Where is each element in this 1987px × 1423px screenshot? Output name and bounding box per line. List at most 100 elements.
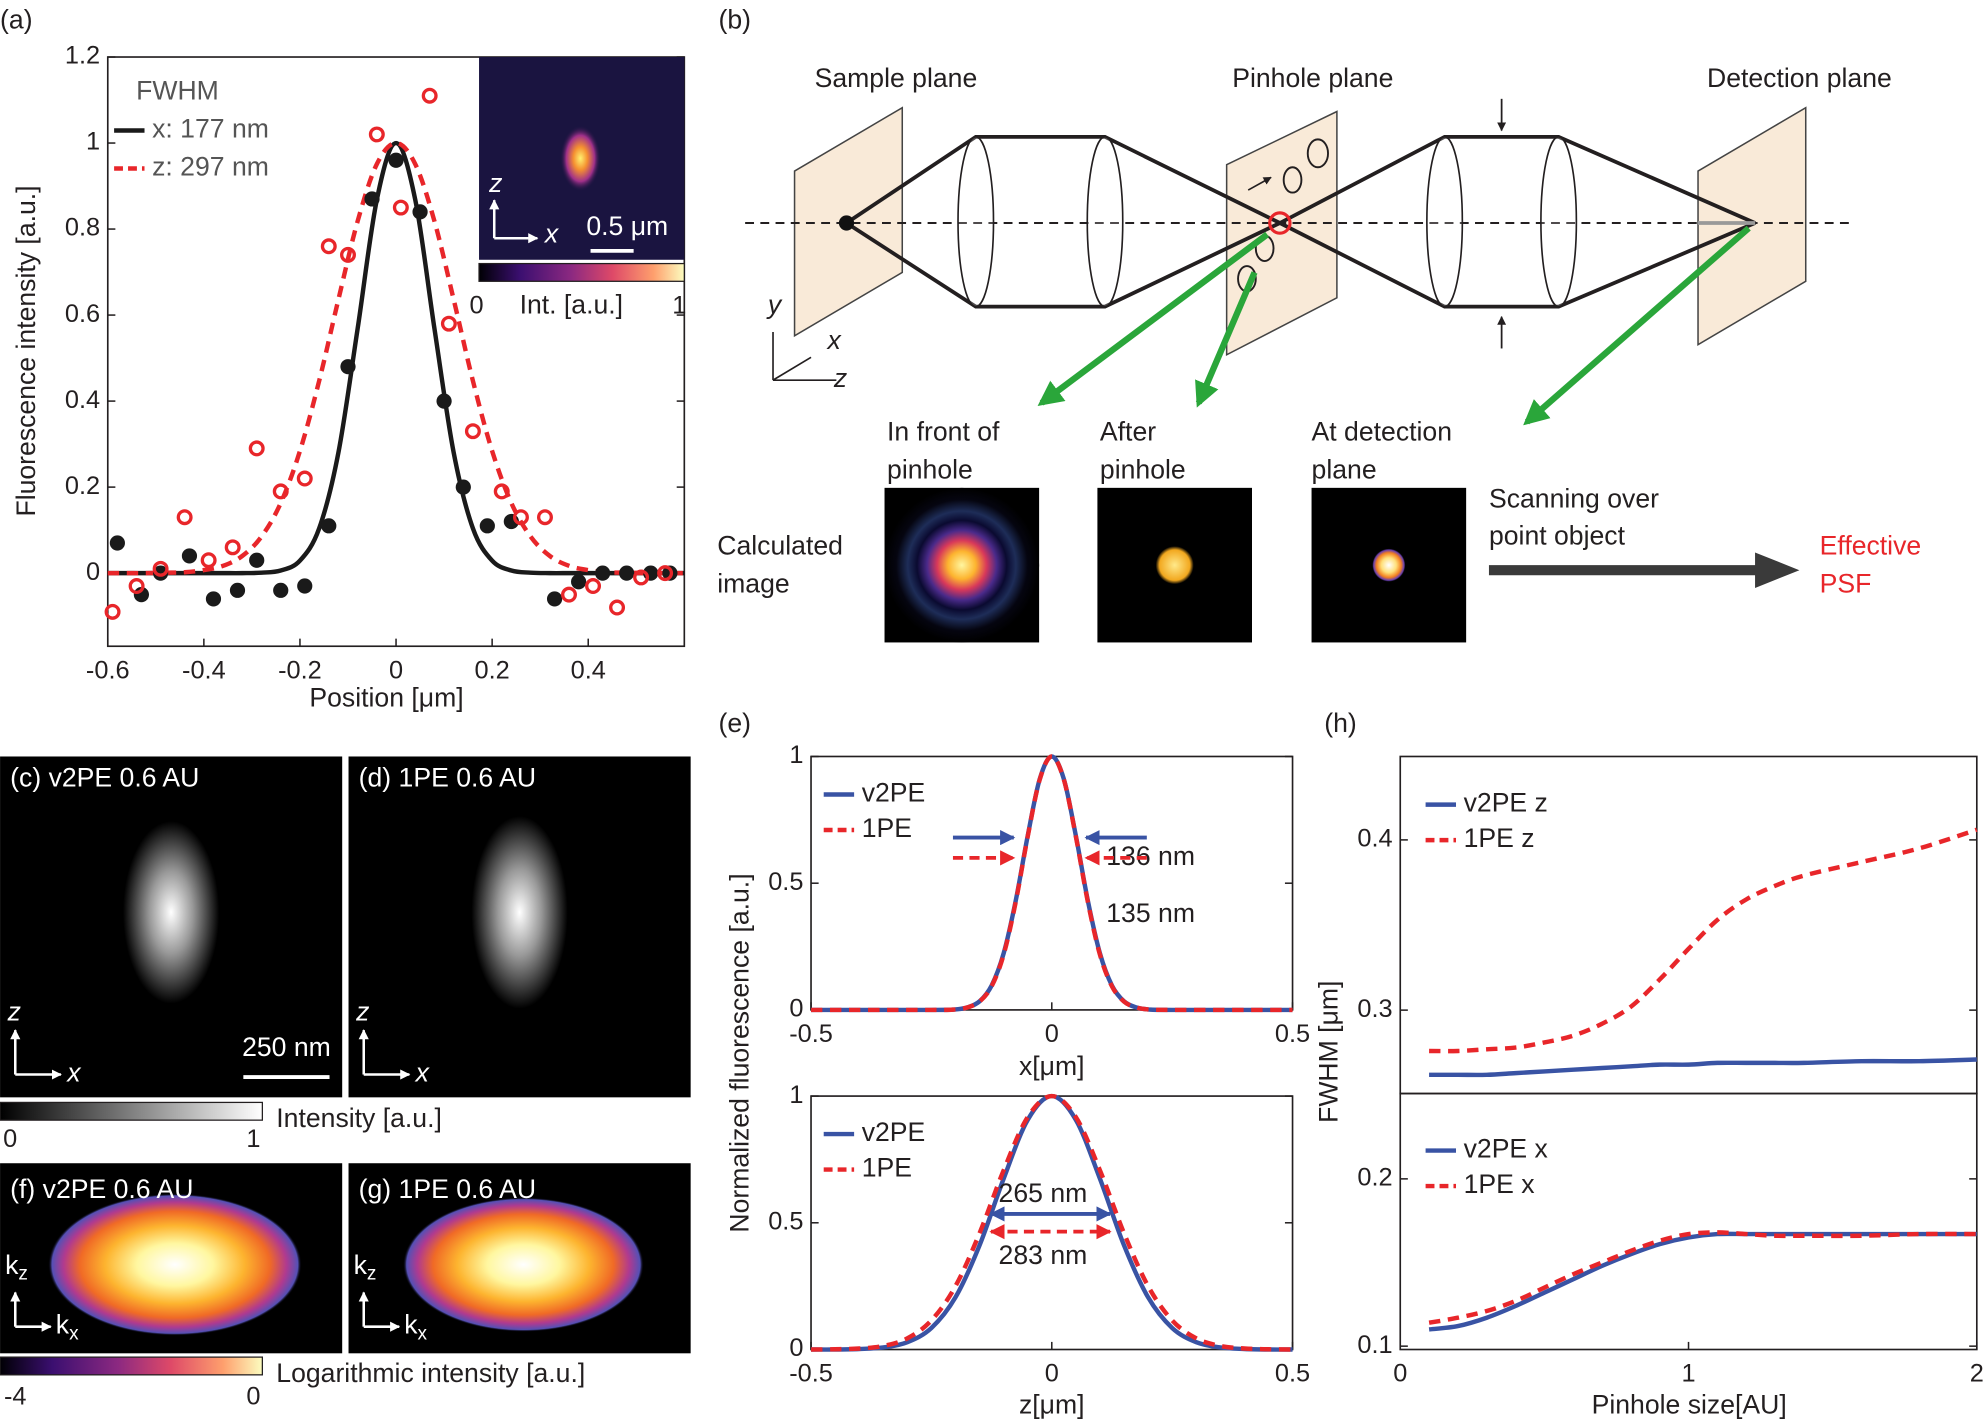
x-tick-label: 1 bbox=[1681, 1360, 1695, 1388]
y-tick-label: 0 bbox=[789, 1334, 803, 1362]
colorbar-tick: 1 bbox=[672, 291, 686, 319]
stage-label: pinhole bbox=[1100, 454, 1186, 484]
x-tick-label: -0.5 bbox=[789, 1020, 833, 1048]
legend-label: 1PE bbox=[862, 813, 912, 843]
big-arrow bbox=[1488, 552, 1800, 588]
stage-label: pinhole bbox=[887, 454, 973, 484]
y-tick-label: 1.2 bbox=[65, 42, 100, 70]
y-tick-label: 0 bbox=[789, 995, 803, 1023]
green-arrows bbox=[1037, 225, 1751, 426]
x-tick-label: 0.2 bbox=[475, 656, 510, 684]
data-point bbox=[657, 565, 674, 582]
plane-label: Pinhole plane bbox=[1232, 63, 1393, 93]
coordinate-axes bbox=[772, 331, 837, 381]
colorbar-tick: 0 bbox=[3, 1125, 17, 1153]
data-point bbox=[104, 603, 121, 620]
annotation: 283 nm bbox=[999, 1240, 1088, 1270]
colorbar-label: Logarithmic intensity [a.u.] bbox=[276, 1358, 585, 1388]
y-tick-label: 0.5 bbox=[768, 868, 803, 896]
y-tick-label: 1 bbox=[86, 128, 100, 156]
data-point bbox=[229, 582, 246, 598]
line-series bbox=[1429, 827, 1978, 1054]
y-axis-label: Normalized fluorescence [a.u.] bbox=[724, 873, 754, 1232]
data-point bbox=[364, 191, 380, 207]
line-series bbox=[1428, 1231, 1977, 1332]
y-tick-label: 0.4 bbox=[65, 386, 100, 414]
result-label: PSF bbox=[1820, 568, 1872, 598]
panel-label: (e) bbox=[719, 708, 752, 738]
stage-label: In front of bbox=[887, 416, 1000, 446]
legend-label: 1PE bbox=[862, 1153, 912, 1183]
psf-image bbox=[122, 821, 220, 1004]
chart: 00.51-0.5 0 0.5 bbox=[768, 1081, 1310, 1388]
data-point bbox=[412, 204, 428, 220]
line-series bbox=[107, 140, 685, 576]
k-axis: kx bbox=[404, 1310, 427, 1345]
result-label: Effective bbox=[1820, 530, 1922, 560]
otf-image bbox=[48, 1193, 302, 1336]
image-title: (g) 1PE 0.6 AU bbox=[359, 1174, 536, 1204]
chart: 0.1 0.2 0 1 2 bbox=[1357, 1092, 1984, 1388]
data-point bbox=[455, 479, 471, 495]
k-axis: kx bbox=[56, 1310, 79, 1345]
legend-label: x: 177 nm bbox=[152, 114, 269, 144]
data-point bbox=[561, 586, 577, 603]
data-point bbox=[392, 199, 409, 216]
y-tick-label: 1 bbox=[789, 741, 803, 769]
data-point bbox=[421, 87, 438, 104]
scale-label: 250 nm bbox=[242, 1032, 331, 1062]
x-axis-label: x[μm] bbox=[1019, 1051, 1085, 1081]
airy-pattern bbox=[884, 487, 1040, 643]
y-tick-label: 0.3 bbox=[1357, 995, 1392, 1023]
data-point bbox=[321, 518, 337, 534]
data-point bbox=[224, 539, 241, 556]
data-point bbox=[546, 591, 563, 607]
data-point bbox=[388, 152, 404, 168]
lenses bbox=[957, 136, 1578, 308]
image-title: (d) 1PE 0.6 AU bbox=[359, 762, 536, 792]
legend-label: v2PE z bbox=[1464, 788, 1548, 818]
data-point bbox=[248, 440, 265, 457]
annotation: 135 nm bbox=[1106, 898, 1195, 928]
image-title: (c) v2PE 0.6 AU bbox=[10, 762, 199, 792]
row-label: image bbox=[717, 568, 789, 598]
y-tick-label: 0.6 bbox=[65, 300, 100, 328]
colorbar-tick: -4 bbox=[4, 1382, 27, 1410]
legend-label: v2PE x bbox=[1464, 1134, 1549, 1164]
y-tick-label: 0.1 bbox=[1357, 1331, 1392, 1359]
data-point bbox=[440, 315, 457, 332]
chart: 0.3 0.4 bbox=[1357, 755, 1978, 1095]
psf-image bbox=[471, 816, 568, 1009]
colorbar-tick: 1 bbox=[246, 1125, 260, 1153]
x-tick-label: -0.5 bbox=[789, 1360, 833, 1388]
annotation: 136 nm bbox=[1106, 841, 1195, 871]
data-point bbox=[176, 509, 193, 526]
axis-letter: z bbox=[355, 997, 369, 1027]
x-tick-label: 0 bbox=[1393, 1360, 1407, 1388]
axis-letter: x bbox=[414, 1058, 431, 1088]
line-series bbox=[1428, 1230, 1977, 1325]
colorbar-tick: 0 bbox=[246, 1382, 260, 1410]
plane-label: Detection plane bbox=[1707, 63, 1892, 93]
x-tick-label: 0.4 bbox=[571, 656, 606, 684]
data-point bbox=[205, 591, 222, 607]
optical-diagram: (b) Sample plane Pinhole plane Detection… bbox=[717, 5, 1921, 643]
data-point bbox=[320, 238, 337, 255]
stage-label: After bbox=[1100, 416, 1156, 446]
legend-label: 1PE z bbox=[1464, 823, 1535, 853]
data-point bbox=[152, 560, 169, 577]
data-point bbox=[297, 578, 313, 594]
data-point bbox=[128, 578, 145, 595]
x-tick-label: 0.5 bbox=[1275, 1020, 1310, 1048]
data-point bbox=[273, 582, 289, 598]
plane-label: Sample plane bbox=[815, 63, 978, 93]
data-point bbox=[109, 535, 125, 551]
chart: 0 0.2 0.4 0.6 0.8 1 1.2 -0.6 -0.4 -0.2 0 0.2 0.4 bbox=[65, 42, 686, 684]
data-point bbox=[571, 574, 587, 590]
k-axis: kz bbox=[354, 1250, 377, 1285]
data-point bbox=[512, 509, 529, 526]
otf-image bbox=[403, 1197, 644, 1332]
y-tick-label: 1 bbox=[789, 1081, 803, 1109]
data-point bbox=[181, 548, 198, 564]
y-tick-label: 0.2 bbox=[1357, 1164, 1392, 1192]
